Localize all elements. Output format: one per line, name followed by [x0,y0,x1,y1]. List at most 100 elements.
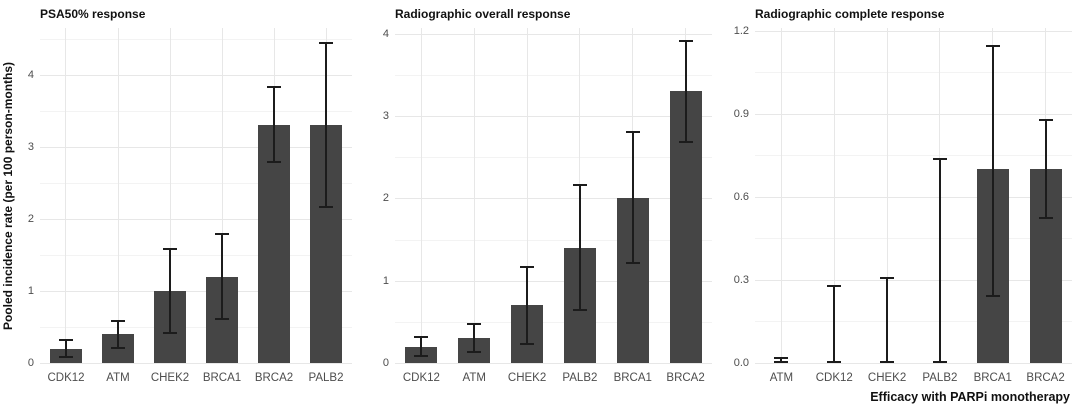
error-bar-line [991,44,994,297]
gridline-vertical [833,28,835,363]
gridline-major [755,279,1072,281]
error-bar-cap [111,346,125,349]
error-bar-cap [932,360,947,363]
error-bar-cap [985,294,1000,297]
y-axis-ticks: 0 1 2 3 4 [16,28,40,369]
chart-title: Radiographic complete response [755,7,945,21]
panel-body: 0 1 2 3 4 [360,27,720,369]
x-axis-title: Efficacy with PARPi monotherapy [870,390,1070,404]
x-tick-label-brca1: BRCA1 [613,372,652,384]
y-tick-label: 1 [382,274,389,287]
error-bar-line [64,339,67,358]
x-tick-label-brca2: BRCA2 [666,372,705,384]
y-tick-label: 1 [27,284,34,297]
error-bar-line [938,158,941,363]
error-bar-cap [58,339,73,342]
gridline-minor [40,326,352,328]
error-bar-cap [111,319,125,322]
error-bar-line [1044,119,1047,220]
error-bar-line [117,319,119,349]
y-tick-label: 0.0 [733,357,749,369]
gridline-minor [40,254,352,256]
y-tick-label: 2 [27,212,34,225]
x-tick-label-chek2: CHEK2 [507,372,547,384]
error-bar-line [886,277,889,363]
y-tick-label: 4 [27,68,34,81]
y-axis-title: Pooled incidence rate (per 100 person-mo… [1,61,15,330]
error-bar-palb2 [319,42,333,209]
error-bar-cap [267,85,281,88]
chart-title: PSA50% response [40,7,146,21]
panel-body: 0.0 0.3 0.6 0.9 1.2 [720,25,1080,369]
y-tick-label: 3 [27,140,34,153]
error-bar-line [684,39,687,144]
error-bar-cap [267,160,281,163]
x-tick-label-palb2: PALB2 [562,372,598,384]
x-tick-label-atm: ATM [106,372,130,384]
gridline-major [40,218,352,220]
error-bar-line [631,130,634,265]
y-tick-label: 0.3 [733,273,749,286]
gridline-minor [755,155,1072,157]
panel-radiographic-overall-response: Radiographic overall response 0 1 2 3 4 CDK1… [360,0,720,411]
panel-psa50-response: PSA50% response Pooled incidence rate (p… [0,0,360,411]
error-bar-cap [678,39,693,42]
bar-brca2 [258,125,290,363]
y-tick-label: 4 [382,27,389,40]
gridline-minor [40,38,352,40]
y-tick-label: 3 [382,110,389,123]
error-bar-cap [520,265,535,268]
gridline-vertical [169,28,171,363]
error-bar-brca2 [1038,119,1053,220]
gridline-vertical [780,28,782,363]
gridline-minor [755,238,1072,240]
gridline-minor [395,321,712,323]
x-tick-label-cdk12: CDK12 [47,372,85,384]
error-bar-line [273,85,275,163]
x-axis-labels: CDK12 ATM CHEK2 PALB2 BRCA1 BRCA2 [395,363,712,389]
error-bar-palb2 [572,184,587,312]
error-bar-cap [319,42,333,45]
gridline-vertical [65,28,67,363]
error-bar-cap [467,351,482,354]
y-tick-label: 0.9 [733,107,749,120]
error-bar-cap [827,360,842,363]
y-tick-label: 0 [382,357,389,369]
error-bar-cap [625,262,640,265]
gridline-minor [755,72,1072,74]
error-bar-cap [163,332,177,335]
error-bar-cap [880,360,895,363]
x-tick-label-cdk12: CDK12 [815,372,853,384]
x-axis-labels: CDK12 ATM CHEK2 BRCA1 BRCA2 PALB2 [40,363,352,389]
error-bar-brca1 [625,130,640,265]
error-bar-cap [467,323,482,326]
gridline-minor [395,157,712,159]
error-bar-cap [215,317,229,320]
error-bar-cap [827,285,842,288]
x-tick-label-chek2: CHEK2 [150,372,190,384]
error-bar-cap [625,130,640,133]
error-bar-cap [163,247,177,250]
gridline-major [395,116,712,118]
gridline-minor [40,182,352,184]
y-axis-ticks: 0 1 2 3 4 [360,27,395,369]
gridline-major [755,363,1072,364]
error-bar-line [833,285,836,363]
error-bar-chek2 [880,277,895,363]
error-bar-brca2 [678,39,693,144]
error-bar-cap [1038,119,1053,122]
gridline-vertical [473,28,475,363]
error-bar-line [780,357,783,363]
error-bar-cap [932,158,947,161]
x-tick-label-atm: ATM [769,372,794,384]
gridline-major [40,290,352,292]
error-bar-cap [774,357,789,360]
y-tick-label: 0.6 [733,190,749,203]
plot-area [395,28,712,364]
gridline-minor [755,321,1072,323]
error-bar-atm [467,323,482,354]
error-bar-palb2 [932,158,947,363]
panel-radiographic-complete-response: Radiographic complete response 0.0 0.3 0.6… [720,0,1080,411]
x-tick-label-brca1: BRCA1 [973,372,1012,384]
